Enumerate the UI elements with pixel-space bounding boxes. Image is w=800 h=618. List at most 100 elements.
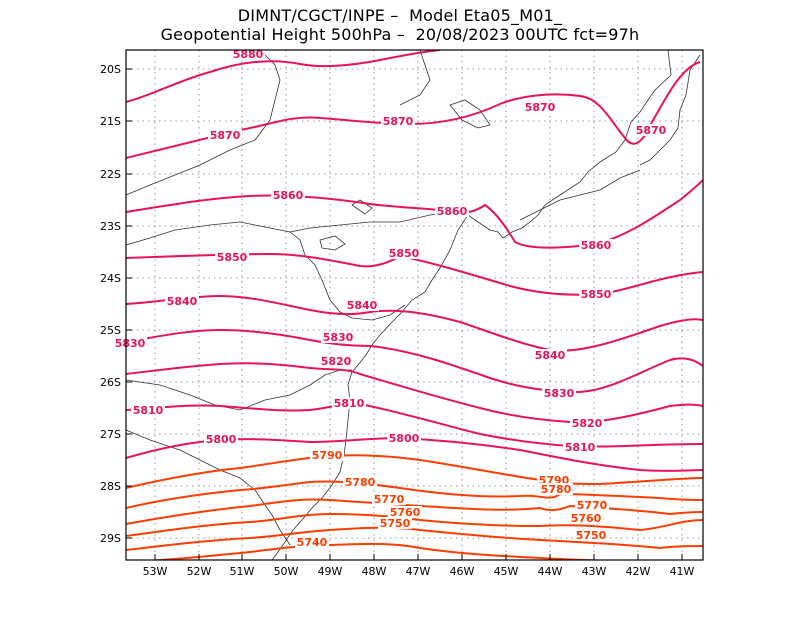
contour-label-bg xyxy=(319,355,353,367)
contour-label-bg xyxy=(533,349,567,361)
contour-label-5790: 5790 xyxy=(312,449,343,462)
contour-label-5810: 5810 xyxy=(565,441,596,454)
plot-frame xyxy=(125,49,704,561)
contour-label-5840: 5840 xyxy=(347,299,378,312)
coastline-north xyxy=(639,54,701,166)
lon-tick-label: 52W xyxy=(187,565,212,578)
lat-tick-label: 20S xyxy=(100,63,121,76)
contour-label-5770: 5770 xyxy=(577,499,608,512)
lon-tick-label: 50W xyxy=(274,565,299,578)
lon-tick-label: 49W xyxy=(318,565,343,578)
contour-label-bg xyxy=(310,449,344,461)
contour-label-5800: 5800 xyxy=(206,433,237,446)
coastline xyxy=(271,50,672,560)
contour-line-5870 xyxy=(126,61,701,159)
contour-label-bg xyxy=(387,247,421,259)
contour-label-5870: 5870 xyxy=(210,129,241,142)
lon-tick-label: 47W xyxy=(406,565,431,578)
lat-tick-label: 25S xyxy=(100,324,121,337)
contour-label-bg xyxy=(634,124,668,136)
contour-label-5860: 5860 xyxy=(437,205,468,218)
contour-label-bg xyxy=(579,288,613,300)
contour-label-5810: 5810 xyxy=(133,404,164,417)
lon-tick-label: 43W xyxy=(582,565,607,578)
contour-label-bg xyxy=(295,536,329,548)
contour-label-5860: 5860 xyxy=(581,239,612,252)
contour-label-bg xyxy=(215,251,249,263)
contour-label-5870: 5870 xyxy=(636,124,667,137)
lon-tick-label: 48W xyxy=(362,565,387,578)
contour-label-bg xyxy=(570,417,604,429)
contour-label-bg xyxy=(523,101,557,113)
contour-label-5740: 5740 xyxy=(297,536,328,549)
contour-label-bg xyxy=(381,115,415,127)
state-boundary xyxy=(289,211,456,233)
contour-label-5760: 5760 xyxy=(571,512,602,525)
lon-tick-label: 51W xyxy=(230,565,255,578)
contour-label-5840: 5840 xyxy=(535,349,566,362)
contour-label-bg xyxy=(332,397,366,409)
contour-label-5770: 5770 xyxy=(374,493,405,506)
contour-label-5850: 5850 xyxy=(389,247,420,260)
contour-line-5860 xyxy=(126,179,703,249)
contour-label-5860: 5860 xyxy=(273,189,304,202)
lat-tick-label: 24S xyxy=(100,272,121,285)
contour-line-5850 xyxy=(126,252,703,296)
latitude-ticks: 20S 21S 22S 23S 24S 25S 26S 27S 28S 29S xyxy=(100,63,132,545)
contour-label-5870: 5870 xyxy=(525,101,556,114)
state-boundary xyxy=(399,50,431,106)
state-boundary xyxy=(126,221,406,321)
lat-tick-label: 27S xyxy=(100,428,121,441)
contour-line-5740 xyxy=(144,542,615,560)
lon-tick-label: 45W xyxy=(494,565,519,578)
contour-label-bg xyxy=(321,331,355,343)
contour-label-5820: 5820 xyxy=(321,355,352,368)
lon-tick-label: 46W xyxy=(450,565,475,578)
lon-tick-label: 53W xyxy=(143,565,168,578)
contour-label-bg xyxy=(388,506,422,518)
contour-label-5800: 5800 xyxy=(389,432,420,445)
contour-label-bg xyxy=(579,239,613,251)
lat-tick-label: 22S xyxy=(100,168,121,181)
contour-line-5750 xyxy=(126,526,703,551)
state-boundary xyxy=(126,369,352,411)
contour-label-5760: 5760 xyxy=(390,506,421,519)
contour-label-5780: 5780 xyxy=(345,476,376,489)
lat-tick-label: 26S xyxy=(100,376,121,389)
longitude-ticks: 53W 52W 51W 50W 49W 48W 47W 46W 45W 44W 43W 42W 41W xyxy=(143,554,695,578)
lat-tick-label: 29S xyxy=(100,532,121,545)
lat-tick-label: 28S xyxy=(100,480,121,493)
contour-line-5820 xyxy=(126,362,703,424)
contour-label-5880: 5880 xyxy=(233,48,264,61)
contour-label-bg xyxy=(345,299,379,311)
contour-label-bg xyxy=(208,129,242,141)
contour-label-5750: 5750 xyxy=(380,517,411,530)
contour-label-5830: 5830 xyxy=(323,331,354,344)
state-boundary xyxy=(126,54,281,196)
contour-label-5850: 5850 xyxy=(581,288,612,301)
reservoir xyxy=(449,99,491,129)
contour-label-5820: 5820 xyxy=(572,417,603,430)
contour-label-bg xyxy=(575,499,609,511)
lat-tick-label: 21S xyxy=(100,115,121,128)
contour-label-bg xyxy=(387,432,421,444)
contour-label-bg xyxy=(574,529,608,541)
contour-label-5830: 5830 xyxy=(544,387,575,400)
lat-tick-label: 23S xyxy=(100,220,121,233)
contour-label-5810: 5810 xyxy=(334,397,365,410)
title-line-2: Geopotential Height 500hPa – 20/08/2023 … xyxy=(160,25,640,44)
contour-label-bg xyxy=(231,48,265,60)
lon-tick-label: 41W xyxy=(670,565,695,578)
contour-label-5840: 5840 xyxy=(167,295,198,308)
contour-label-bg xyxy=(271,189,305,201)
contour-label-bg xyxy=(539,483,573,495)
contour-label-bg xyxy=(542,387,576,399)
contour-label-5780: 5780 xyxy=(541,483,572,496)
reservoir xyxy=(319,235,346,251)
contour-label-bg xyxy=(131,404,165,416)
contour-label-5850: 5850 xyxy=(217,251,248,264)
contour-line-5790 xyxy=(126,454,703,489)
contour-label-bg xyxy=(204,433,238,445)
contour-line-5780 xyxy=(126,480,703,509)
